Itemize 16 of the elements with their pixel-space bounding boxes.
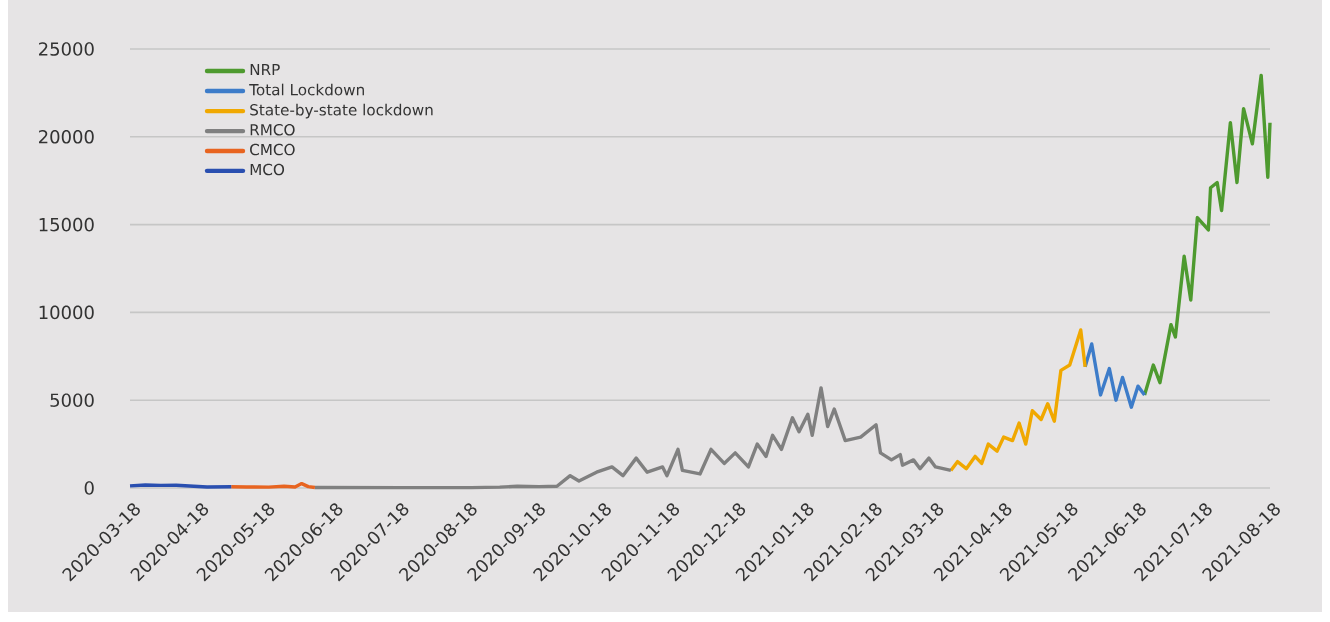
legend-label: RMCO bbox=[250, 123, 295, 136]
line-series bbox=[1142, 73, 1272, 397]
y-tick-label: 10000 bbox=[39, 305, 94, 320]
legend-label: MCO bbox=[250, 163, 285, 176]
y-tick-label: 15000 bbox=[39, 217, 94, 232]
line-series bbox=[949, 328, 1087, 473]
legend-label: State-by-state lockdown bbox=[250, 103, 433, 119]
legend-label: Total Lockdown bbox=[249, 83, 364, 96]
line-series bbox=[1083, 342, 1147, 409]
legend-label: CMCO bbox=[250, 143, 295, 156]
y-tick-label: 25000 bbox=[39, 42, 94, 56]
y-tick-label: 20000 bbox=[39, 129, 94, 144]
legend-label: NRP bbox=[250, 63, 280, 76]
line-series bbox=[313, 386, 953, 490]
y-tick-label: 0 bbox=[84, 481, 94, 495]
y-tick-label: 5000 bbox=[50, 393, 94, 407]
